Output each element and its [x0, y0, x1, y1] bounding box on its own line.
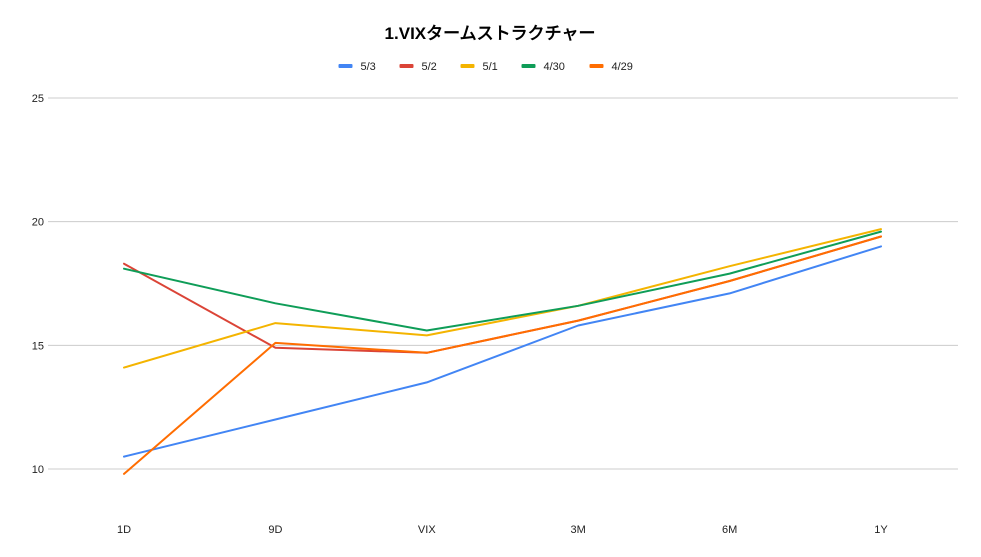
legend-item-0: 5/3	[338, 61, 376, 73]
y-tick-label: 15	[32, 340, 44, 352]
legend: 5/3 5/2 5/1 4/30 4/29	[338, 61, 633, 73]
y-tick-label: 25	[32, 93, 44, 105]
y-tick-label: 20	[32, 217, 44, 229]
series-line-2	[123, 228, 882, 369]
legend-swatch	[399, 64, 414, 68]
legend-item-2: 5/1	[460, 61, 498, 73]
x-tick-label: 6M	[722, 524, 737, 536]
series-line-0	[123, 245, 882, 458]
legend-label: 4/30	[544, 61, 565, 73]
x-tick-label: 1Y	[874, 524, 888, 536]
legend-label: 5/2	[422, 61, 437, 73]
series-line-3	[123, 230, 882, 332]
legend-item-3: 4/30	[521, 61, 565, 73]
y-axis: 10 15 20 25	[32, 93, 44, 476]
legend-item-1: 5/2	[399, 61, 437, 73]
series-group	[123, 228, 882, 475]
legend-swatch	[460, 64, 475, 68]
legend-item-4: 4/29	[589, 61, 633, 73]
x-axis: 1D 9D VIX 3M 6M 1Y	[117, 524, 888, 536]
x-tick-label: 1D	[117, 524, 131, 536]
x-tick-label: 9D	[268, 524, 282, 536]
series-line-4	[123, 235, 882, 475]
legend-swatch	[338, 64, 353, 68]
x-tick-label: 3M	[571, 524, 586, 536]
legend-swatch	[589, 64, 604, 68]
x-tick-label: VIX	[418, 524, 436, 536]
legend-label: 5/1	[483, 61, 498, 73]
y-tick-label: 10	[32, 464, 44, 476]
legend-label: 4/29	[612, 61, 633, 73]
legend-swatch	[521, 64, 536, 68]
chart-title: 1.VIXタームストラクチャー	[385, 24, 596, 43]
legend-label: 5/3	[361, 61, 376, 73]
